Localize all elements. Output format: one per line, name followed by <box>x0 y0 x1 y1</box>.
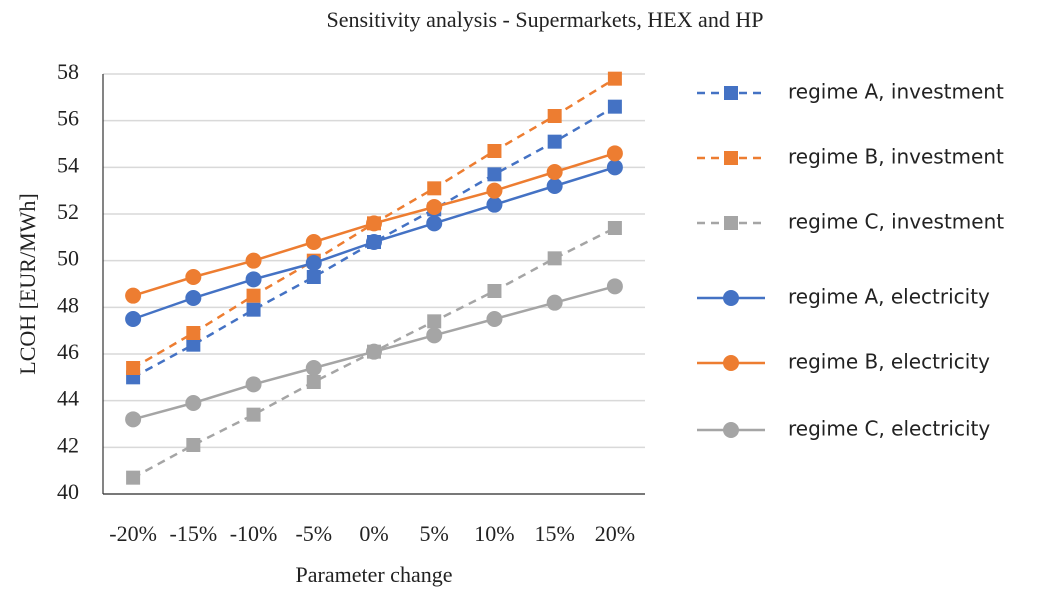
data-point <box>426 327 443 344</box>
legend-marker <box>723 355 739 371</box>
data-point <box>607 221 622 235</box>
x-tick-label: 5% <box>420 521 449 546</box>
legend-marker <box>724 86 738 100</box>
y-tick-label: 58 <box>57 59 79 84</box>
y-tick-label: 46 <box>57 339 79 364</box>
data-point <box>246 288 261 303</box>
y-axis-label: LCOH [EUR/MWh] <box>15 193 40 374</box>
series-line <box>132 105 616 379</box>
data-point <box>185 269 202 285</box>
y-tick-label: 40 <box>57 479 79 504</box>
data-point <box>366 343 382 360</box>
data-point <box>125 287 142 304</box>
x-tick-label: 20% <box>595 521 635 546</box>
data-point <box>607 99 622 114</box>
chart-title: Sensitivity analysis - Supermarkets, HEX… <box>327 7 764 32</box>
data-point <box>546 178 563 194</box>
data-point <box>486 196 503 213</box>
legend-label: regime A, investment <box>788 80 1004 104</box>
data-point <box>125 311 142 327</box>
x-tick-label: -20% <box>109 521 157 546</box>
y-tick-label: 52 <box>57 199 79 224</box>
x-tick-label: 15% <box>535 521 575 546</box>
data-point <box>606 278 623 295</box>
data-point <box>305 234 322 250</box>
y-tick-label: 50 <box>57 246 79 271</box>
x-tick-label: -10% <box>230 521 278 546</box>
data-point <box>606 145 623 162</box>
data-point <box>245 271 262 288</box>
x-tick-label: -15% <box>170 521 218 546</box>
data-point <box>426 215 443 232</box>
legend-marker <box>724 151 738 165</box>
y-tick-label: 42 <box>57 432 79 457</box>
data-point <box>427 181 442 196</box>
legend-label: regime B, electricity <box>788 350 990 374</box>
data-point <box>246 302 261 317</box>
data-point <box>486 182 503 199</box>
data-point <box>487 167 502 182</box>
data-point <box>547 251 562 266</box>
data-point <box>186 438 201 452</box>
legend-label: regime B, investment <box>788 145 1004 169</box>
legend-label: regime A, electricity <box>788 285 990 309</box>
x-tick-label: -5% <box>295 521 332 546</box>
legend-marker <box>723 422 739 438</box>
data-point <box>246 407 261 422</box>
data-point <box>126 470 141 485</box>
y-tick-label: 56 <box>57 106 79 131</box>
data-point <box>306 375 321 389</box>
data-point <box>486 311 503 327</box>
data-point <box>185 395 202 411</box>
legend-marker <box>724 216 738 230</box>
data-point <box>546 294 563 311</box>
legend-marker <box>723 290 739 306</box>
x-axis-label: Parameter change <box>296 562 453 587</box>
data-point <box>186 326 201 340</box>
y-tick-label: 54 <box>57 152 79 177</box>
data-point <box>126 361 141 375</box>
legend-label: regime C, electricity <box>788 417 990 441</box>
data-point <box>245 252 262 269</box>
data-point <box>547 109 562 123</box>
data-point <box>487 144 502 158</box>
data-point <box>607 71 622 86</box>
legend-label: regime C, investment <box>788 210 1004 234</box>
data-point <box>487 284 502 298</box>
data-point <box>306 270 321 284</box>
data-point <box>426 199 443 215</box>
data-point <box>305 255 322 271</box>
x-tick-label: 0% <box>359 521 388 546</box>
data-point <box>427 314 442 329</box>
data-point <box>606 159 623 176</box>
data-point <box>305 360 322 376</box>
x-tick-label: 10% <box>474 521 514 546</box>
data-point <box>546 164 563 180</box>
data-point <box>245 376 262 393</box>
data-point <box>366 215 382 232</box>
data-point <box>185 290 202 306</box>
data-point <box>125 411 142 428</box>
y-tick-label: 44 <box>57 386 79 411</box>
data-point <box>366 234 382 250</box>
y-tick-label: 48 <box>57 292 79 317</box>
data-point <box>547 134 562 149</box>
data-point <box>186 337 201 352</box>
